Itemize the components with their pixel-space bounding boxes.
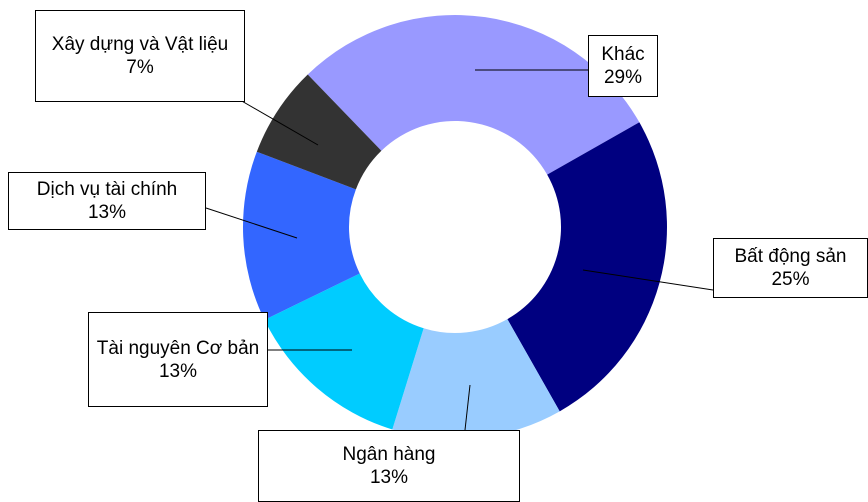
value-label: 29%	[603, 67, 643, 88]
label-box: Ngân hàng 13%	[258, 430, 520, 502]
category-label: Ngân hàng	[342, 444, 436, 465]
category-label: Dịch vụ tài chính	[36, 179, 178, 200]
label-box: Dịch vụ tài chính 13%	[8, 172, 206, 230]
donut-slice	[507, 122, 667, 412]
label-box: Khác 29%	[588, 35, 658, 97]
value-label: 13%	[158, 360, 198, 382]
leader-line	[239, 99, 319, 146]
value-label: 13%	[369, 467, 409, 488]
donut-slice	[392, 319, 560, 439]
category-label: Bất động sản	[734, 246, 847, 267]
category-label: Tài nguyên Cơ bản	[96, 337, 260, 359]
donut-slice	[256, 74, 382, 190]
label-box: Tài nguyên Cơ bản 13%	[88, 312, 268, 407]
label-box: Xây dựng và Vật liệu 7%	[35, 10, 245, 102]
donut-slice	[264, 273, 424, 430]
label-box: Bất động sản 25%	[713, 238, 868, 298]
value-label: 25%	[771, 269, 810, 290]
value-label: 7%	[126, 57, 154, 78]
category-label: Xây dựng và Vật liệu	[51, 34, 229, 55]
leader-line	[205, 207, 298, 239]
value-label: 13%	[87, 202, 127, 223]
donut-slice	[307, 14, 640, 175]
slices	[242, 14, 667, 439]
leader-line	[582, 269, 714, 291]
leader-line	[464, 384, 471, 431]
category-label: Khác	[601, 44, 645, 65]
donut-slice	[242, 151, 360, 320]
